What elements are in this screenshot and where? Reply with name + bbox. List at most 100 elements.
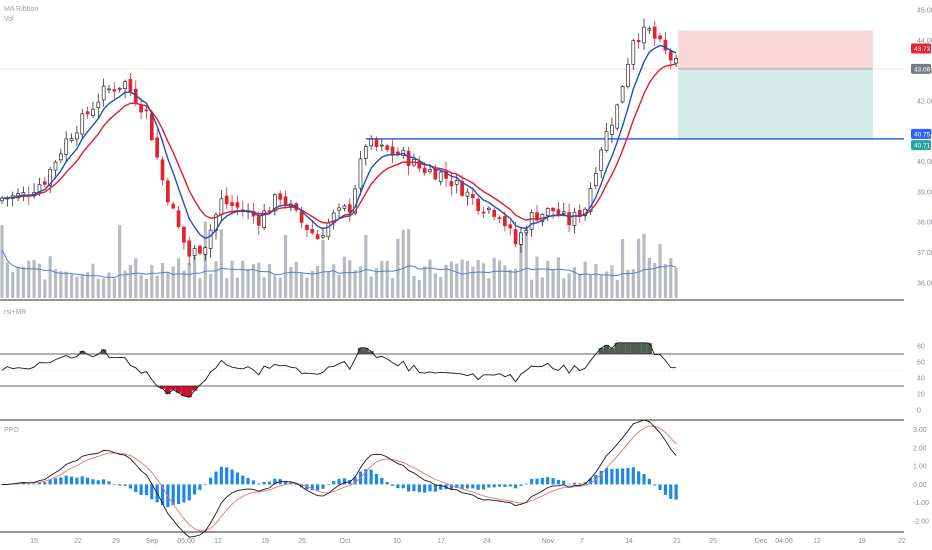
volume-bar (481, 263, 486, 298)
candle-body (545, 208, 550, 216)
price-badge[interactable] (911, 63, 931, 74)
candle-body (636, 39, 641, 43)
candle-body (342, 205, 347, 209)
ppo-histogram-bar (465, 484, 470, 489)
candle-body (353, 188, 357, 214)
ppo-histogram-bar (417, 484, 421, 493)
candle-body (497, 217, 502, 219)
candle-body (626, 63, 630, 87)
take-profit-zone[interactable] (678, 68, 873, 141)
ppo-histogram-bar (332, 481, 336, 485)
ppo-histogram-bar (69, 476, 74, 485)
ppo-histogram-bar (396, 484, 400, 489)
candle-body (347, 204, 352, 213)
indicator-label-ma-ribbon[interactable]: MA Ribbon (4, 6, 38, 13)
volume-bar (187, 262, 191, 298)
volume-bar (278, 277, 282, 298)
ppo-histogram-bar (273, 478, 277, 485)
volume-bar (332, 264, 336, 298)
candle-body (166, 180, 170, 203)
ppo-histogram-bar (428, 484, 432, 492)
candle-body (363, 146, 368, 159)
candle-body (160, 159, 165, 181)
ppo-histogram-bar (160, 484, 165, 506)
volume-bar (262, 277, 266, 298)
volume-bar (530, 279, 534, 298)
ppo-histogram-bar (123, 484, 127, 486)
ppo-histogram-bar (390, 484, 395, 486)
volume-bar (599, 274, 603, 298)
volume-bar (524, 227, 528, 298)
ppo-histogram-bar (118, 484, 122, 486)
ppo-histogram-bar (300, 484, 304, 488)
ppo-histogram-bar (0, 484, 4, 485)
price-badge-label: 43.73 (914, 46, 931, 53)
volume-bar (300, 273, 304, 298)
volume-bar (193, 256, 197, 298)
position-tool[interactable] (0, 30, 904, 141)
volume-bar (444, 264, 448, 298)
rsi-overbought-fill (641, 342, 647, 354)
volume-bar (342, 256, 346, 298)
volume-bar (637, 238, 641, 298)
ppo-histogram-bar (187, 484, 191, 501)
ppo-histogram-bar (182, 484, 186, 503)
volume-bar (283, 234, 288, 298)
candle-body (208, 229, 213, 249)
volume-bar (241, 260, 245, 298)
candle-body (385, 145, 390, 150)
candle-body (358, 158, 363, 189)
stop-loss-zone[interactable] (678, 30, 873, 69)
ppo-histogram-bar (326, 484, 330, 485)
price-axis[interactable]: 45.0044.0043.0042.0041.0040.0039.0038.00… (911, 8, 932, 526)
candle-body (273, 194, 277, 212)
rsi-pane-title[interactable]: rsi+MR (4, 309, 26, 316)
ppo-histogram-bar (139, 484, 143, 495)
ppo-histogram-bar (631, 467, 635, 485)
ppo-line (2, 419, 677, 538)
rsi-overbought-fill (625, 342, 631, 354)
volume-bar (508, 269, 512, 298)
time-tick-label: 12 (214, 538, 222, 545)
ppo-histogram-bar (364, 469, 368, 485)
candle-body (513, 229, 518, 245)
candle-body (476, 198, 480, 212)
moving-averages (2, 44, 677, 240)
volume-bar (91, 263, 95, 298)
ppo-histogram-bar (460, 484, 464, 490)
candle-body (48, 168, 53, 186)
price-badge[interactable] (911, 43, 931, 54)
time-tick-label: 29 (112, 538, 120, 545)
indicator-label-vol[interactable]: Vol (4, 16, 14, 23)
ppo-pane-title[interactable]: PPO (4, 427, 19, 434)
candle-body (599, 149, 604, 172)
volume-bar (578, 273, 582, 298)
ppo-histogram-bar (546, 477, 550, 485)
time-tick-label: 15 (30, 538, 38, 545)
volume-bar (353, 270, 357, 298)
candle-body (198, 245, 202, 254)
volume-bar (166, 271, 170, 298)
price-badge[interactable] (911, 140, 931, 151)
volume-bar (112, 278, 116, 298)
ppo-histogram-bar (572, 482, 577, 485)
ppo-histogram-bar (32, 483, 36, 485)
ppo-histogram-bar (342, 478, 346, 485)
volume-bar (374, 268, 379, 298)
volume-bar (128, 265, 132, 298)
price-tick-label: 36.00 (917, 280, 932, 287)
ppo-histogram-bar (128, 484, 132, 489)
volume-bar (407, 228, 411, 298)
ppo-histogram-bar (455, 484, 459, 489)
candle-body (91, 108, 95, 116)
price-tick-label: 38.00 (917, 220, 932, 227)
volume-bar (615, 279, 619, 298)
ppo-histogram-bar (439, 484, 443, 490)
ppo-histogram-bar (134, 484, 138, 493)
ppo-histogram-bar (75, 477, 79, 485)
price-badge[interactable] (911, 128, 931, 139)
volume-bar (364, 234, 368, 298)
time-axis[interactable]: 15 22 29 Sep 05:00 12 19 26 Oct 10 17 24 Nov 7 14 21 25 D… (30, 538, 906, 545)
volume-bar (460, 259, 464, 298)
